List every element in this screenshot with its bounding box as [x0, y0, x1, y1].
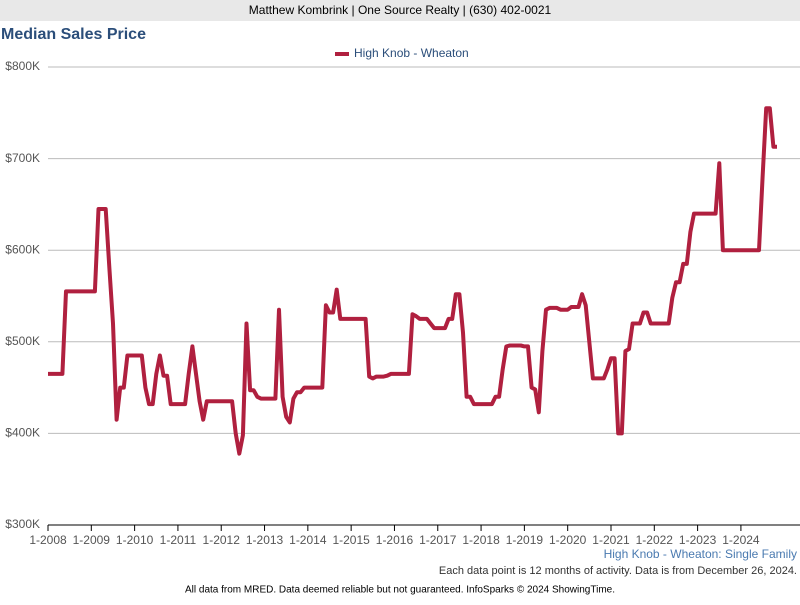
x-tick-label: 1-2014: [289, 533, 327, 547]
y-tick-label: $500K: [5, 334, 40, 348]
legend-label: High Knob - Wheaton: [354, 46, 469, 60]
footer: All data from MRED. Data deemed reliable…: [185, 585, 615, 596]
y-tick-label: $800K: [5, 59, 40, 73]
x-tick-label: 1-2016: [376, 533, 414, 547]
x-tick-label: 1-2015: [332, 533, 370, 547]
x-tick-label: 1-2009: [73, 533, 111, 547]
header-bar: [0, 0, 800, 21]
x-tick-label: 1-2022: [636, 533, 674, 547]
x-tick-label: 1-2021: [592, 533, 630, 547]
y-tick-label: $400K: [5, 426, 40, 440]
x-tick-label: 1-2011: [160, 533, 197, 547]
x-tick-label: 1-2008: [29, 533, 67, 547]
chart-title: Median Sales Price: [1, 26, 146, 43]
y-tick-label: $600K: [5, 242, 40, 256]
x-tick-label: 1-2010: [116, 533, 154, 547]
subtitle: High Knob - Wheaton: Single Family: [604, 547, 797, 561]
y-tick-label: $700K: [5, 151, 40, 165]
x-tick-label: 1-2017: [419, 533, 457, 547]
header: Matthew Kombrink | One Source Realty | (…: [249, 3, 552, 17]
note: Each data point is 12 months of activity…: [439, 565, 797, 577]
x-tick-label: 1-2020: [549, 533, 587, 547]
series-line: [48, 106, 777, 456]
y-tick-label: $300K: [5, 517, 40, 531]
x-tick-label: 1-2012: [203, 533, 241, 547]
x-tick-label: 1-2018: [462, 533, 500, 547]
x-tick-label: 1-2013: [246, 533, 284, 547]
x-tick-label: 1-2019: [506, 533, 544, 547]
x-tick-label: 1-2023: [679, 533, 717, 547]
x-tick-label: 1-2024: [722, 533, 760, 547]
